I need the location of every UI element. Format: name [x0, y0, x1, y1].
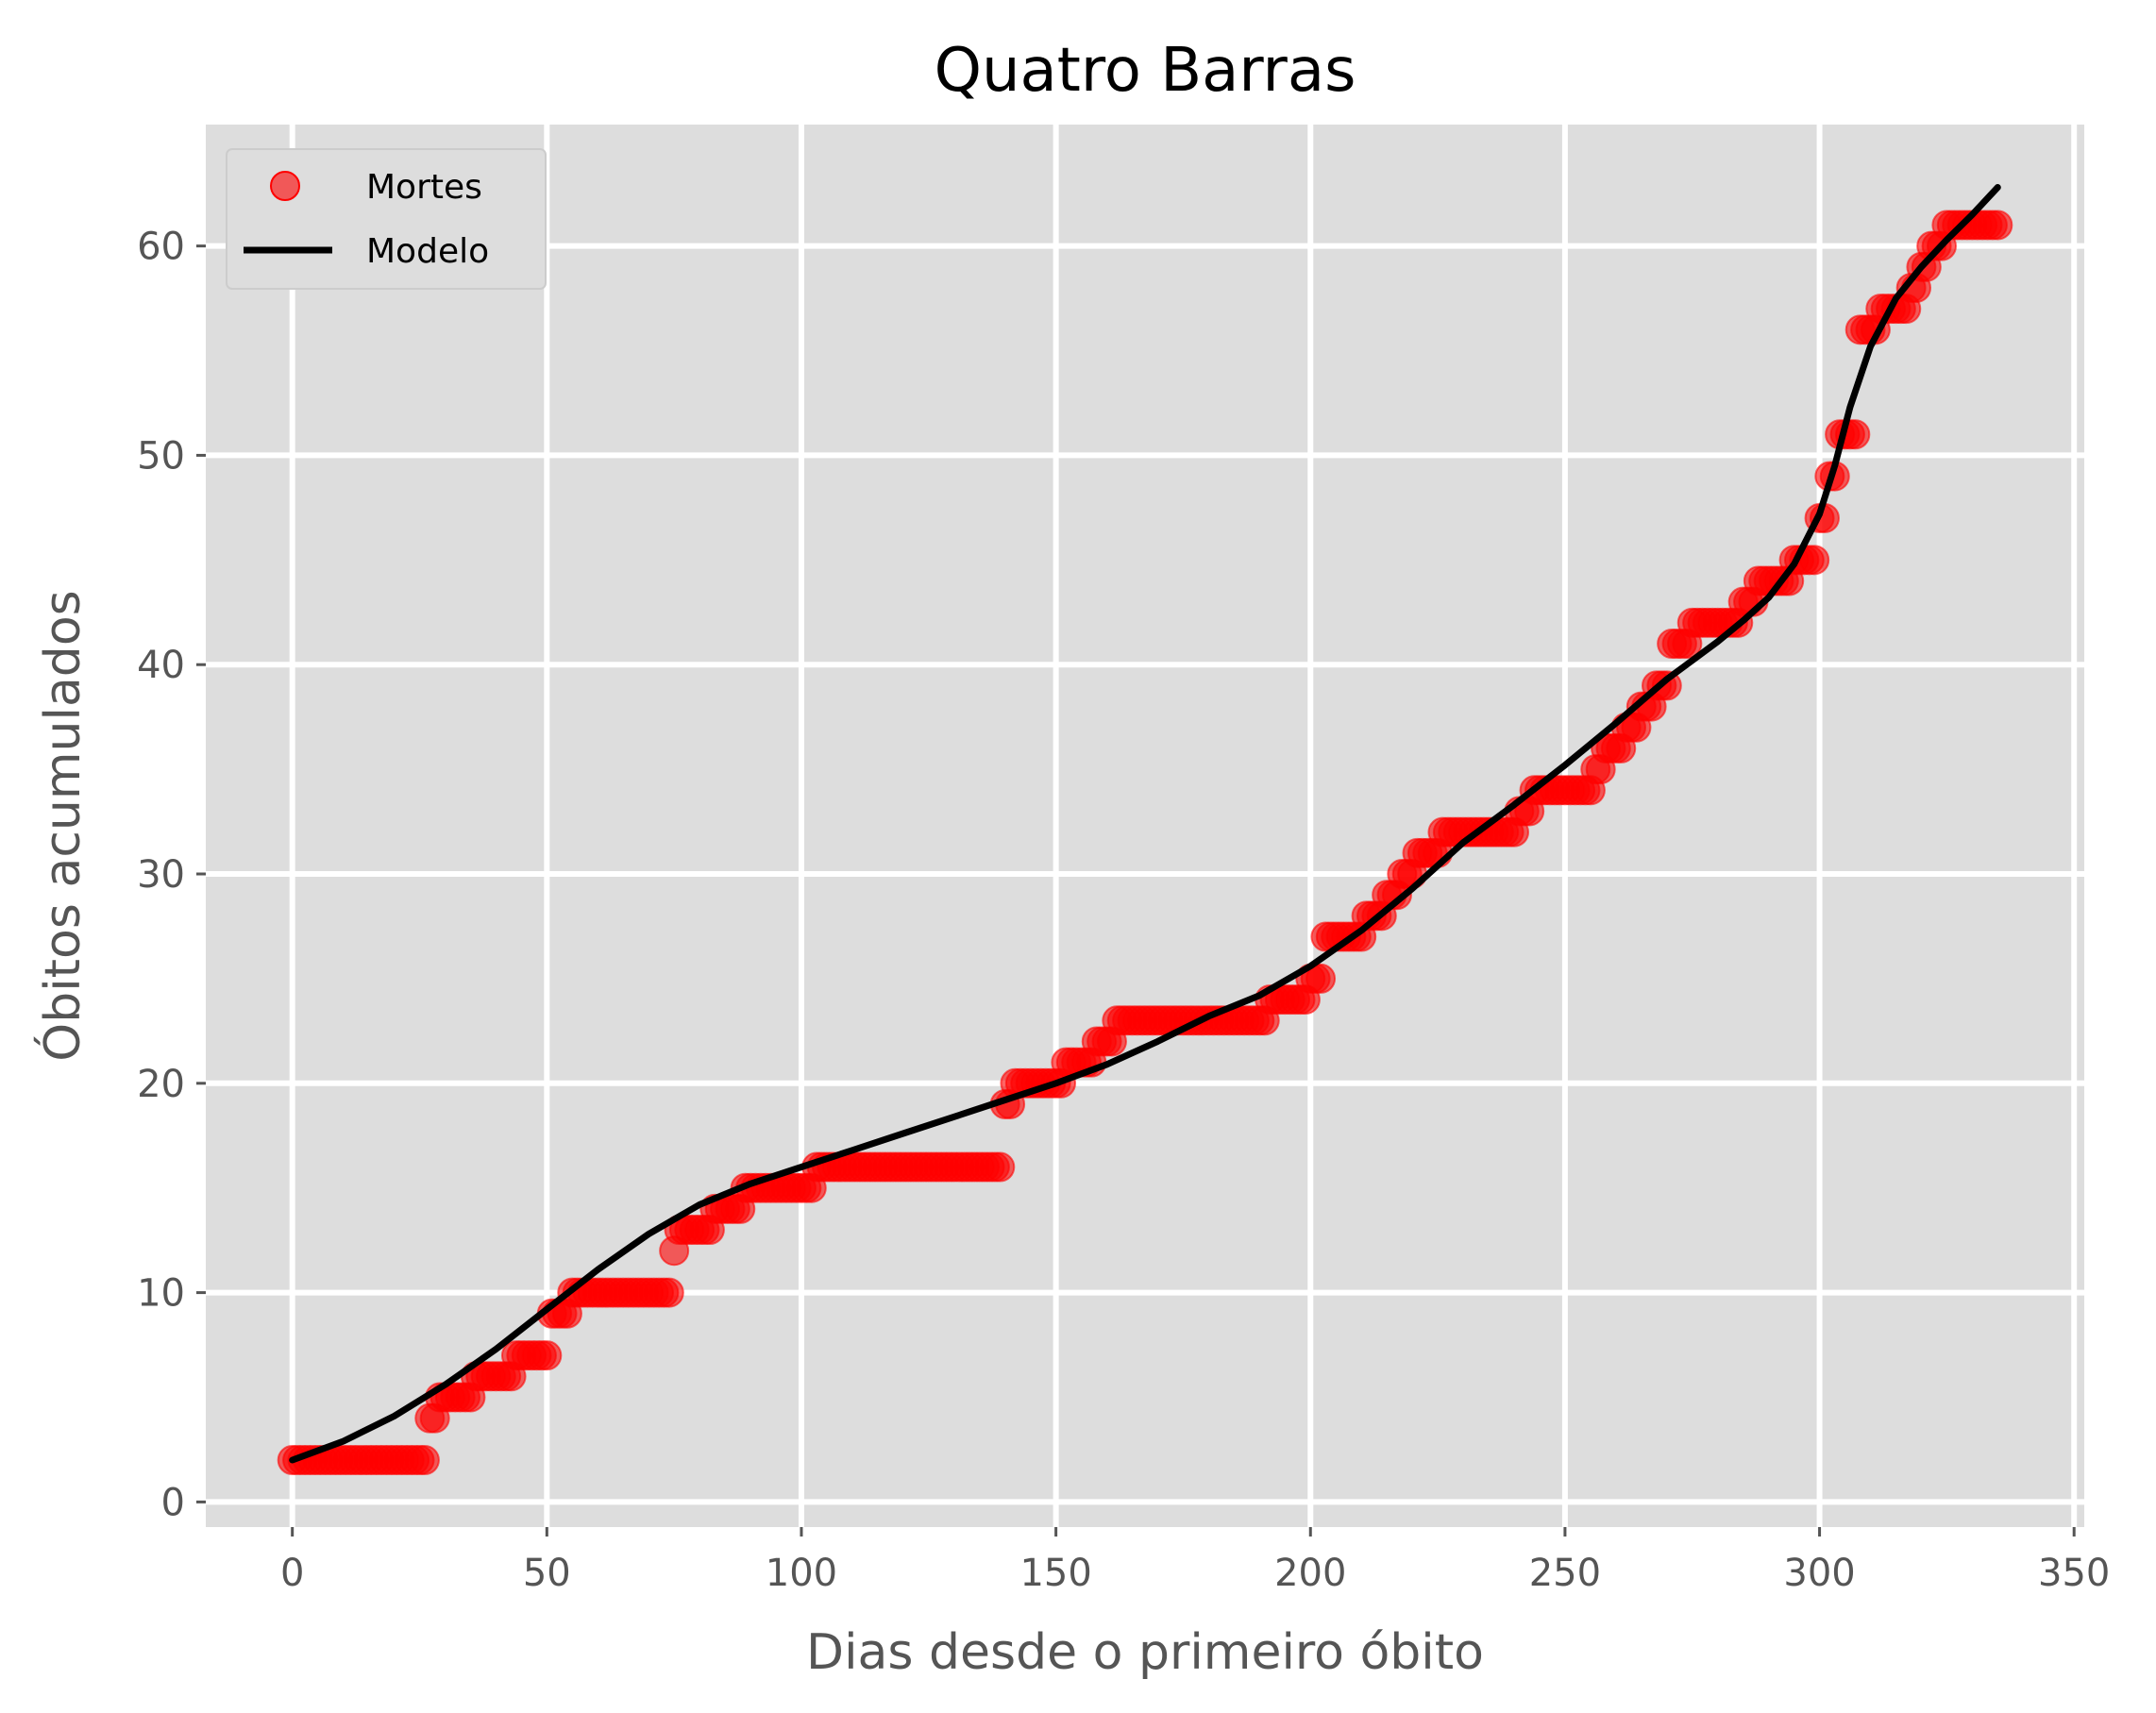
y-tick-label: 40 [137, 644, 185, 687]
legend: Mortes Modelo [226, 148, 547, 290]
y-tick-label: 20 [137, 1063, 185, 1106]
legend-box [226, 148, 547, 290]
y-tick-label: 30 [137, 853, 185, 897]
data-point [409, 1445, 440, 1476]
x-tick-label: 50 [523, 1552, 571, 1595]
legend-marker-mortes [270, 171, 300, 201]
x-tick-label: 350 [2038, 1552, 2110, 1595]
y-tick-label: 60 [137, 226, 185, 269]
x-tick-label: 300 [1783, 1552, 1855, 1595]
data-point [1799, 545, 1830, 576]
x-tick-label: 0 [280, 1552, 304, 1595]
data-point [531, 1340, 563, 1371]
y-tick-label: 50 [137, 434, 185, 478]
data-point [985, 1151, 1016, 1183]
legend-label-mortes: Mortes [366, 168, 482, 207]
x-tick-label: 250 [1529, 1552, 1601, 1595]
data-point [653, 1277, 684, 1308]
y-tick-label: 0 [161, 1481, 185, 1524]
y-tick-label: 10 [137, 1272, 185, 1316]
data-point [1651, 670, 1682, 701]
legend-label-modelo: Modelo [366, 232, 489, 271]
chart-title: Quatro Barras [935, 36, 1356, 106]
x-tick-label: 100 [766, 1552, 837, 1595]
x-tick-label: 200 [1274, 1552, 1346, 1595]
data-point [1982, 210, 2013, 241]
y-axis-label: Óbitos acumulados [33, 590, 92, 1061]
data-point [1305, 963, 1337, 994]
plot-area [206, 125, 2084, 1527]
model-line [289, 184, 2001, 1464]
x-tick-label: 150 [1019, 1552, 1091, 1595]
x-axis-label: Dias desde o primeiro óbito [806, 1624, 1484, 1681]
